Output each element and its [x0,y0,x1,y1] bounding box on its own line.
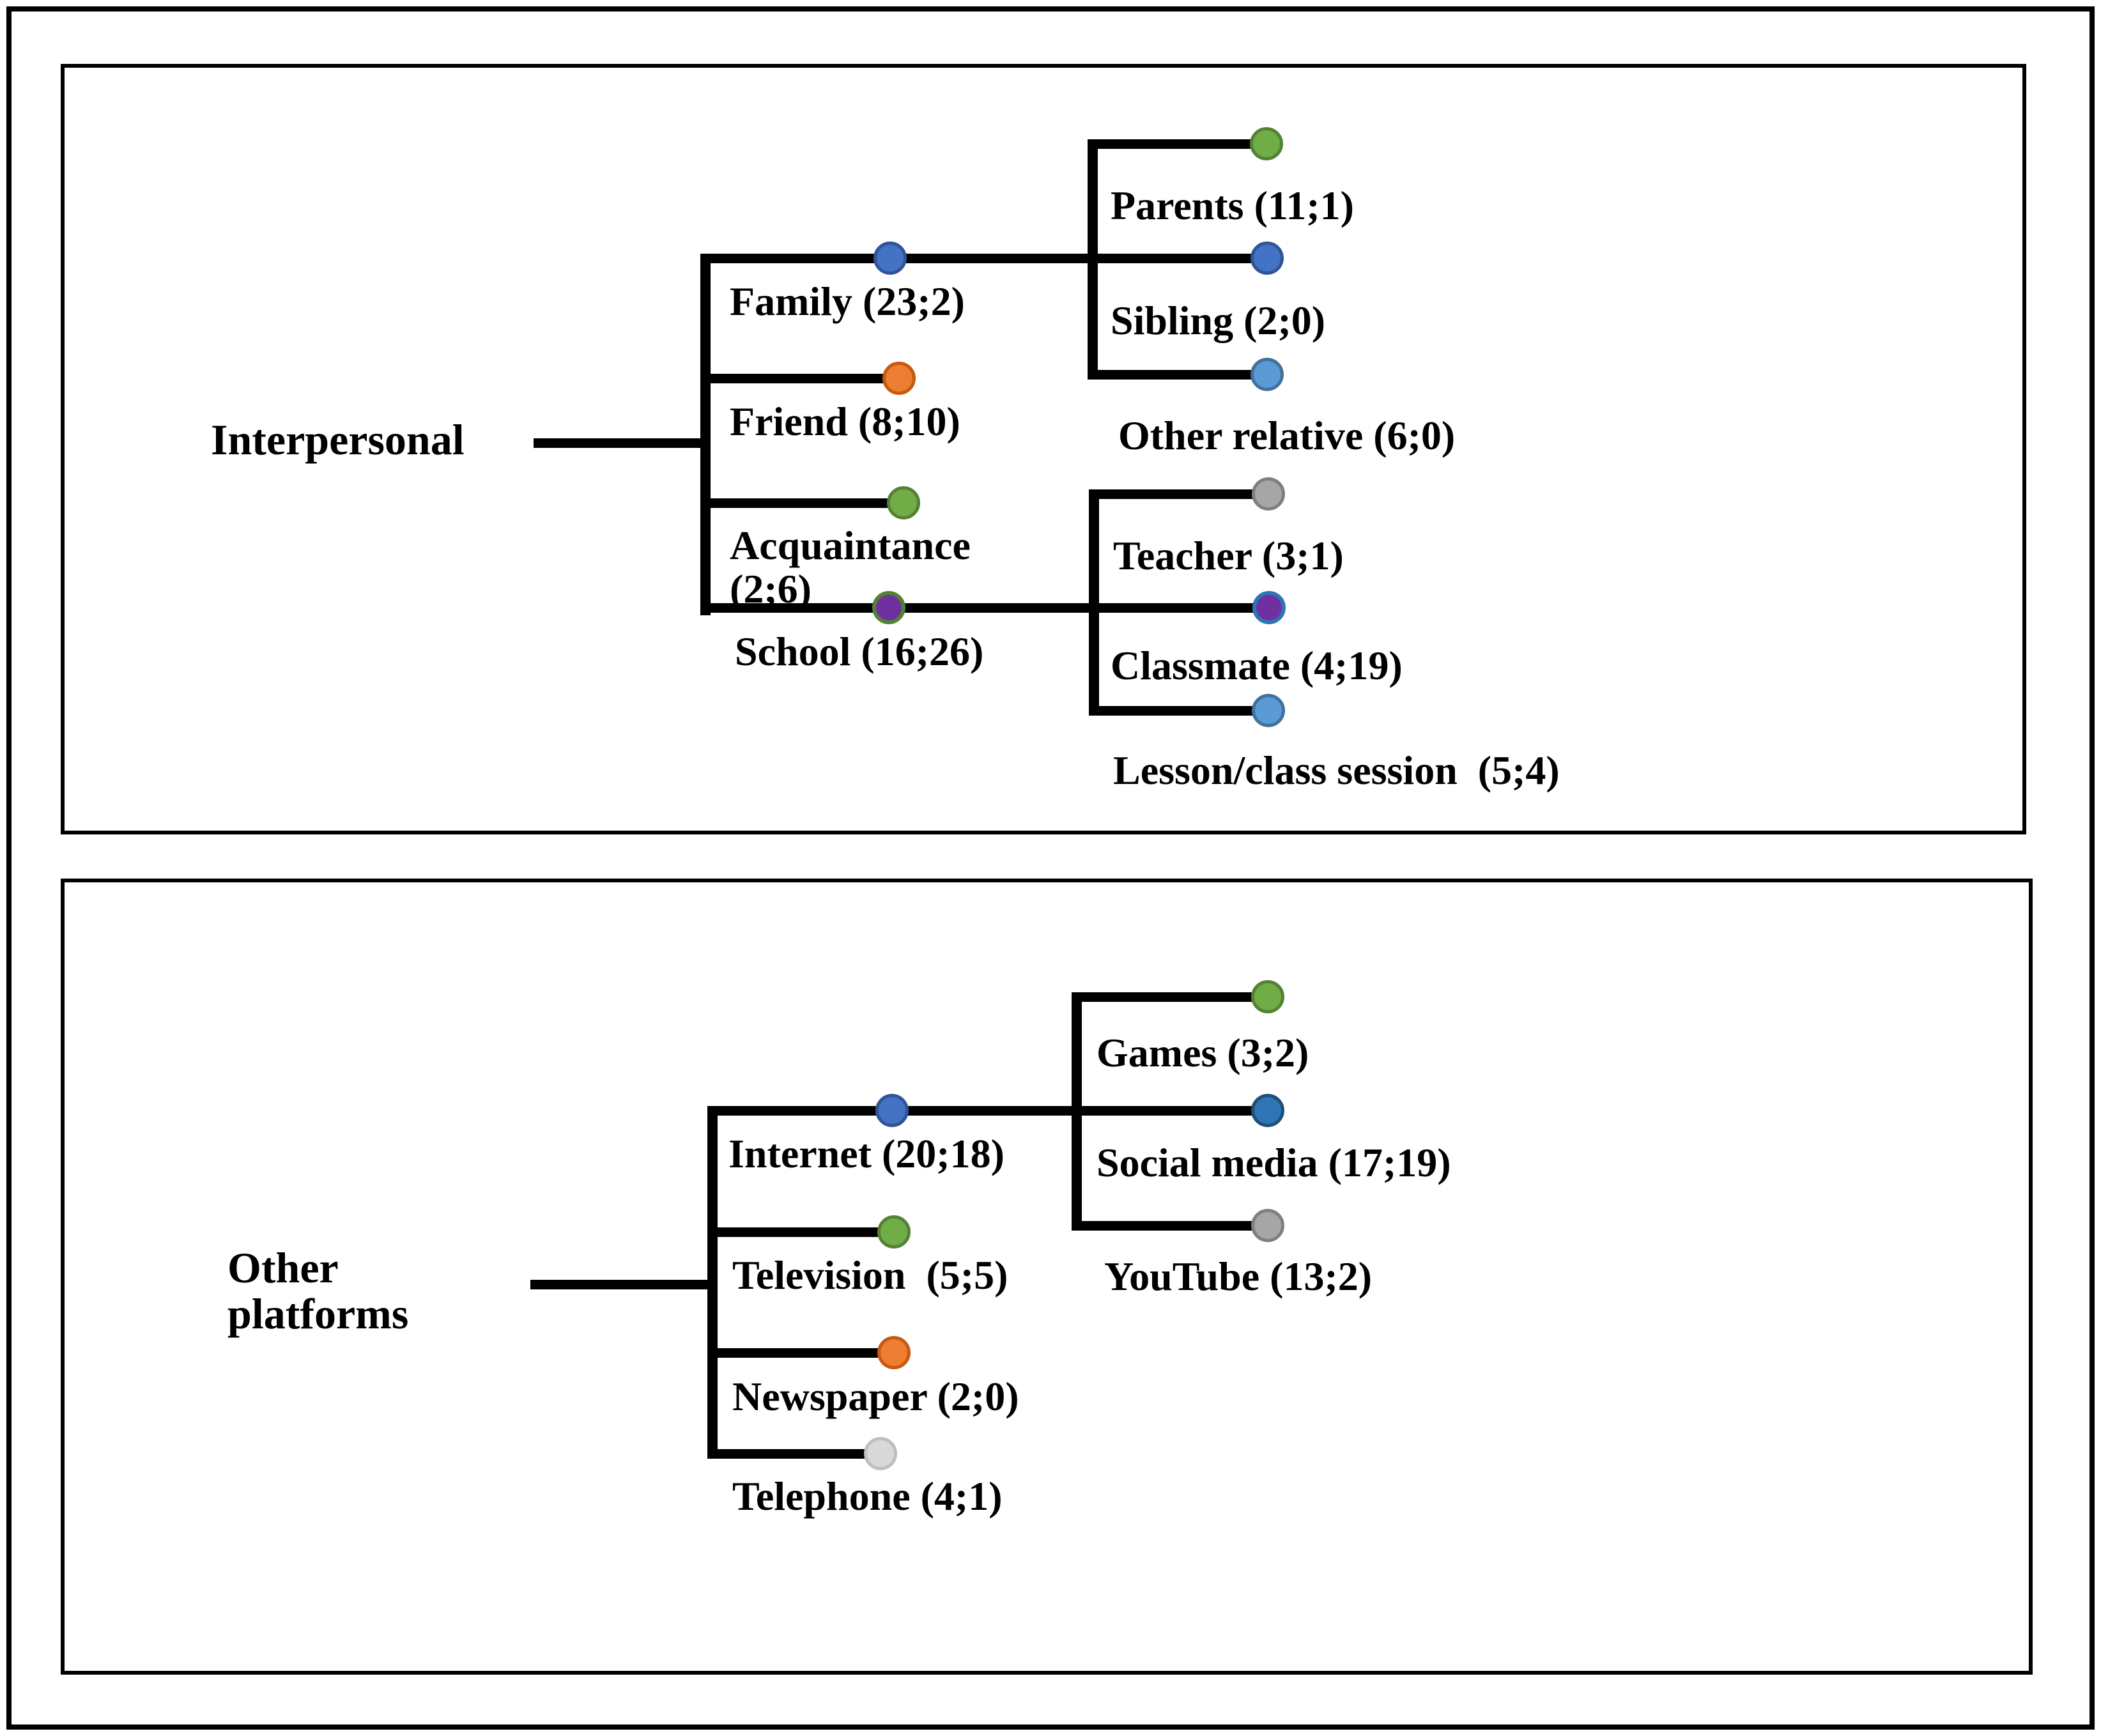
youtube-dot [1251,1209,1284,1242]
television-branch-line [707,1227,896,1237]
teacher-label: Teacher (3;1) [1113,533,1344,578]
acquaintance-label: Acquaintance (2;6) [730,523,971,611]
friend-branch-line [700,374,901,383]
newspaper-dot [877,1336,911,1369]
acquaintance-dot [887,486,920,519]
games-branch-line [1072,992,1268,1002]
social-media-branch-line [1072,1106,1268,1116]
other-relative-branch-line [1088,370,1267,380]
telephone-branch-line [707,1449,881,1459]
lesson-branch-line [1089,706,1268,716]
other-relative-label: Other relative (6;0) [1118,413,1456,458]
classmate-label: Classmate (4;19) [1111,643,1403,688]
other-platforms-panel-box [61,879,2033,1675]
other-platforms-trunk [707,1106,718,1458]
interpersonal-root-label: Interpersonal [211,415,465,464]
parents-label: Parents (11;1) [1111,183,1354,228]
friend-label: Friend (8;10) [730,399,960,444]
telephone-label: Telephone (4;1) [732,1473,1003,1519]
teacher-dot [1252,477,1285,511]
sibling-label: Sibling (2;0) [1111,298,1326,343]
other-platforms-root-connector [530,1280,718,1289]
friend-dot [882,362,916,395]
sibling-dot [1251,242,1284,275]
social-media-label: Social media (17;19) [1097,1140,1451,1185]
internet-dot [875,1094,909,1127]
school-label: School (16;26) [735,629,984,674]
television-label: Television (5;5) [732,1252,1008,1298]
youtube-branch-line [1072,1221,1268,1231]
interpersonal-trunk [700,254,711,615]
games-dot [1251,980,1284,1013]
interpersonal-root-connector [534,438,711,448]
family-dot [873,242,907,275]
telephone-dot [864,1437,897,1470]
other-relative-dot [1251,358,1284,391]
outer-border [6,6,2095,1730]
internet-label: Internet (20;18) [728,1131,1004,1176]
parents-branch-line [1088,139,1266,149]
teacher-branch-line [1089,489,1268,499]
interpersonal-panel-box [61,64,2026,834]
parents-dot [1250,127,1283,160]
youtube-label: YouTube (13;2) [1104,1254,1373,1299]
social-media-dot [1251,1094,1284,1127]
classmate-branch-line [1089,603,1269,613]
sibling-branch-line [1088,254,1267,263]
lesson-dot [1252,694,1285,727]
lesson-label: Lesson/class session (5;4) [1113,748,1560,793]
school-subtrunk [1089,489,1099,715]
television-dot [877,1215,911,1248]
family-label: Family (23;2) [730,279,965,324]
newspaper-label: Newspaper (2;0) [732,1374,1019,1419]
acquaintance-branch-line [700,498,904,508]
newspaper-branch-line [707,1348,894,1358]
school-dot [872,591,905,624]
games-label: Games (3;2) [1097,1030,1309,1075]
classmate-dot [1252,591,1286,624]
other-platforms-root-label: Other platforms [227,1243,409,1339]
